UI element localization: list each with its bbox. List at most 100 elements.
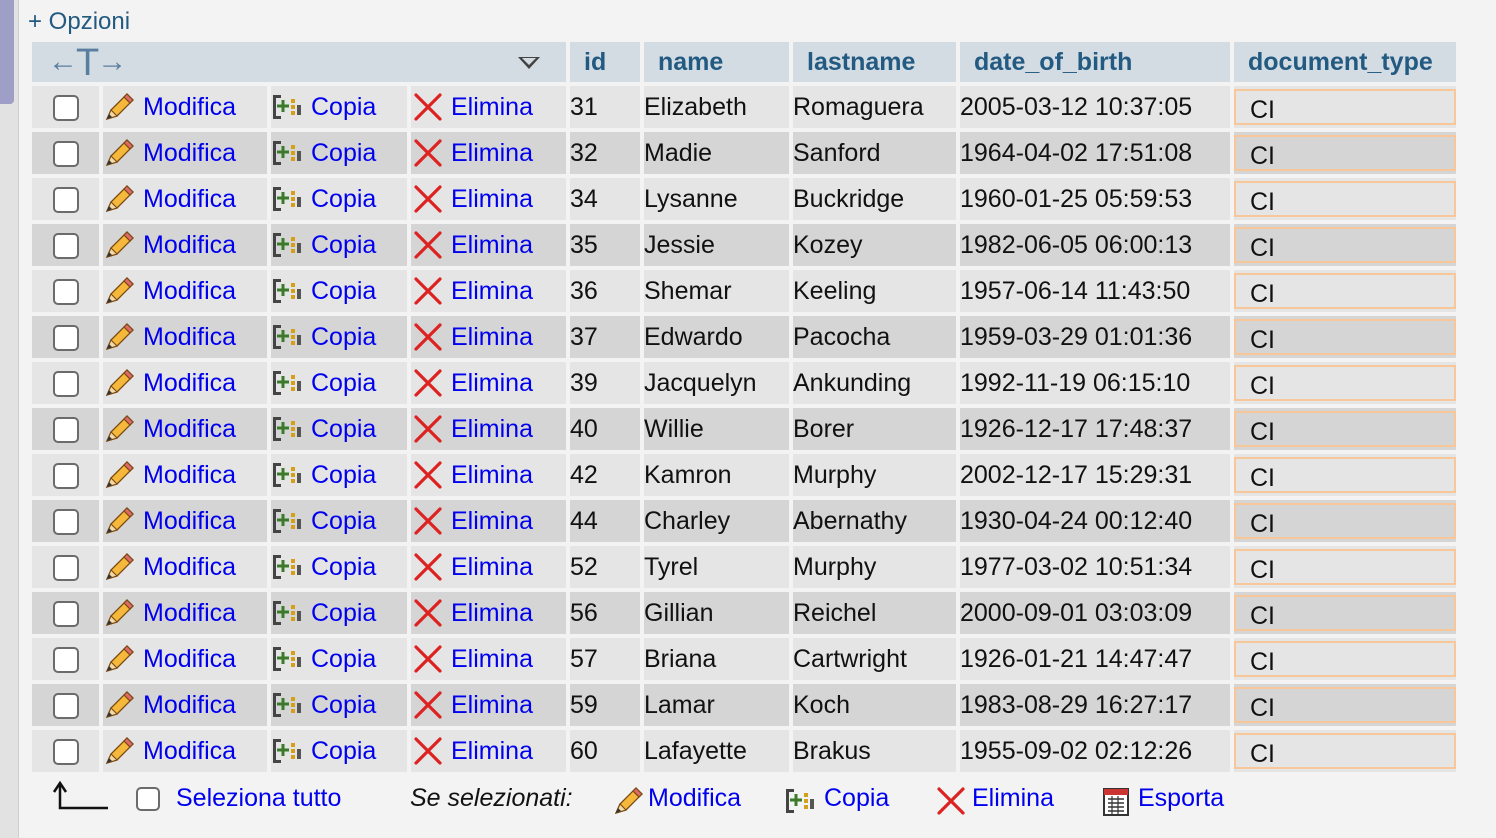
document-type-value[interactable]: CI bbox=[1234, 273, 1456, 309]
cell-document-type[interactable]: CI bbox=[1234, 408, 1456, 450]
row-checkbox-cell[interactable] bbox=[32, 684, 99, 726]
row-checkbox[interactable] bbox=[52, 278, 79, 305]
document-type-value[interactable]: CI bbox=[1234, 641, 1456, 677]
delete-button[interactable]: Elimina bbox=[411, 183, 533, 215]
document-type-value[interactable]: CI bbox=[1234, 411, 1456, 447]
cell-lastname[interactable]: Murphy bbox=[793, 454, 956, 496]
copy-button[interactable]: Copia bbox=[271, 551, 376, 583]
table-row[interactable]: Modifica Copia Elimina 36 Shemar Keeling… bbox=[32, 270, 1456, 312]
document-type-value[interactable]: CI bbox=[1234, 549, 1456, 585]
table-row[interactable]: Modifica Copia Elimina 57 Briana Cartwri… bbox=[32, 638, 1456, 680]
row-checkbox-cell[interactable] bbox=[32, 316, 99, 358]
row-checkbox[interactable] bbox=[52, 94, 79, 121]
table-row[interactable]: Modifica Copia Elimina 59 Lamar Koch 198… bbox=[32, 684, 1456, 726]
edit-button[interactable]: Modifica bbox=[103, 321, 236, 353]
edit-button[interactable]: Modifica bbox=[103, 275, 236, 307]
cell-id[interactable]: 44 bbox=[570, 500, 640, 542]
cell-date-of-birth[interactable]: 1926-01-21 14:47:47 bbox=[960, 638, 1230, 680]
delete-cell[interactable]: Elimina bbox=[411, 132, 566, 174]
copy-cell[interactable]: Copia bbox=[271, 730, 407, 772]
row-checkbox[interactable] bbox=[52, 140, 79, 167]
row-checkbox[interactable] bbox=[52, 186, 79, 213]
edit-cell[interactable]: Modifica bbox=[103, 86, 267, 128]
document-type-value[interactable]: CI bbox=[1234, 89, 1456, 125]
copy-button[interactable]: Copia bbox=[271, 505, 376, 537]
row-checkbox-cell[interactable] bbox=[32, 730, 99, 772]
cell-lastname[interactable]: Sanford bbox=[793, 132, 956, 174]
copy-button[interactable]: Copia bbox=[271, 689, 376, 721]
column-header-date-of-birth[interactable]: date_of_birth bbox=[960, 42, 1230, 82]
copy-button[interactable]: Copia bbox=[271, 367, 376, 399]
cell-document-type[interactable]: CI bbox=[1234, 546, 1456, 588]
edit-cell[interactable]: Modifica bbox=[103, 132, 267, 174]
row-checkbox-cell[interactable] bbox=[32, 408, 99, 450]
cell-document-type[interactable]: CI bbox=[1234, 132, 1456, 174]
dropdown-triangle-icon[interactable] bbox=[518, 57, 540, 69]
cell-id[interactable]: 40 bbox=[570, 408, 640, 450]
table-row[interactable]: Modifica Copia Elimina 44 Charley Aberna… bbox=[32, 500, 1456, 542]
cell-id[interactable]: 36 bbox=[570, 270, 640, 312]
copy-button[interactable]: Copia bbox=[271, 413, 376, 445]
row-checkbox-cell[interactable] bbox=[32, 638, 99, 680]
cell-name[interactable]: Shemar bbox=[644, 270, 789, 312]
row-checkbox[interactable] bbox=[52, 370, 79, 397]
edit-cell[interactable]: Modifica bbox=[103, 178, 267, 220]
edit-button[interactable]: Modifica bbox=[103, 367, 236, 399]
cell-name[interactable]: Lysanne bbox=[644, 178, 789, 220]
cell-date-of-birth[interactable]: 1960-01-25 05:59:53 bbox=[960, 178, 1230, 220]
cell-lastname[interactable]: Brakus bbox=[793, 730, 956, 772]
cell-name[interactable]: Tyrel bbox=[644, 546, 789, 588]
row-checkbox-cell[interactable] bbox=[32, 500, 99, 542]
document-type-value[interactable]: CI bbox=[1234, 365, 1456, 401]
delete-cell[interactable]: Elimina bbox=[411, 408, 566, 450]
row-checkbox-cell[interactable] bbox=[32, 224, 99, 266]
copy-cell[interactable]: Copia bbox=[271, 178, 407, 220]
edit-cell[interactable]: Modifica bbox=[103, 408, 267, 450]
delete-button[interactable]: Elimina bbox=[411, 91, 533, 123]
cell-date-of-birth[interactable]: 2005-03-12 10:37:05 bbox=[960, 86, 1230, 128]
delete-button[interactable]: Elimina bbox=[411, 275, 533, 307]
column-header-document-type[interactable]: document_type bbox=[1234, 42, 1456, 82]
document-type-value[interactable]: CI bbox=[1234, 733, 1456, 769]
left-scrollbar[interactable] bbox=[0, 0, 19, 838]
row-checkbox-cell[interactable] bbox=[32, 592, 99, 634]
cell-id[interactable]: 34 bbox=[570, 178, 640, 220]
cell-date-of-birth[interactable]: 1930-04-24 00:12:40 bbox=[960, 500, 1230, 542]
edit-cell[interactable]: Modifica bbox=[103, 316, 267, 358]
cell-name[interactable]: Briana bbox=[644, 638, 789, 680]
cell-name[interactable]: Jessie bbox=[644, 224, 789, 266]
delete-cell[interactable]: Elimina bbox=[411, 500, 566, 542]
cell-lastname[interactable]: Abernathy bbox=[793, 500, 956, 542]
delete-cell[interactable]: Elimina bbox=[411, 178, 566, 220]
document-type-value[interactable]: CI bbox=[1234, 319, 1456, 355]
cell-document-type[interactable]: CI bbox=[1234, 224, 1456, 266]
copy-cell[interactable]: Copia bbox=[271, 684, 407, 726]
edit-button[interactable]: Modifica bbox=[103, 459, 236, 491]
cell-date-of-birth[interactable]: 1926-12-17 17:48:37 bbox=[960, 408, 1230, 450]
cell-date-of-birth[interactable]: 2002-12-17 15:29:31 bbox=[960, 454, 1230, 496]
edit-cell[interactable]: Modifica bbox=[103, 638, 267, 680]
copy-cell[interactable]: Copia bbox=[271, 316, 407, 358]
edit-button[interactable]: Modifica bbox=[103, 183, 236, 215]
edit-cell[interactable]: Modifica bbox=[103, 454, 267, 496]
edit-button[interactable]: Modifica bbox=[103, 551, 236, 583]
delete-cell[interactable]: Elimina bbox=[411, 546, 566, 588]
bulk-edit-button[interactable]: Modifica bbox=[612, 778, 741, 818]
document-type-value[interactable]: CI bbox=[1234, 687, 1456, 723]
delete-cell[interactable]: Elimina bbox=[411, 362, 566, 404]
table-row[interactable]: Modifica Copia Elimina 42 Kamron Murphy … bbox=[32, 454, 1456, 496]
cell-document-type[interactable]: CI bbox=[1234, 454, 1456, 496]
copy-button[interactable]: Copia bbox=[271, 137, 376, 169]
document-type-value[interactable]: CI bbox=[1234, 457, 1456, 493]
copy-cell[interactable]: Copia bbox=[271, 592, 407, 634]
cell-document-type[interactable]: CI bbox=[1234, 86, 1456, 128]
bulk-copy-button[interactable]: Copia bbox=[784, 778, 889, 818]
edit-cell[interactable]: Modifica bbox=[103, 592, 267, 634]
edit-cell[interactable]: Modifica bbox=[103, 546, 267, 588]
column-header-lastname[interactable]: lastname bbox=[793, 42, 956, 82]
cell-id[interactable]: 52 bbox=[570, 546, 640, 588]
cell-date-of-birth[interactable]: 1982-06-05 06:00:13 bbox=[960, 224, 1230, 266]
cell-document-type[interactable]: CI bbox=[1234, 638, 1456, 680]
delete-cell[interactable]: Elimina bbox=[411, 316, 566, 358]
cell-lastname[interactable]: Reichel bbox=[793, 592, 956, 634]
